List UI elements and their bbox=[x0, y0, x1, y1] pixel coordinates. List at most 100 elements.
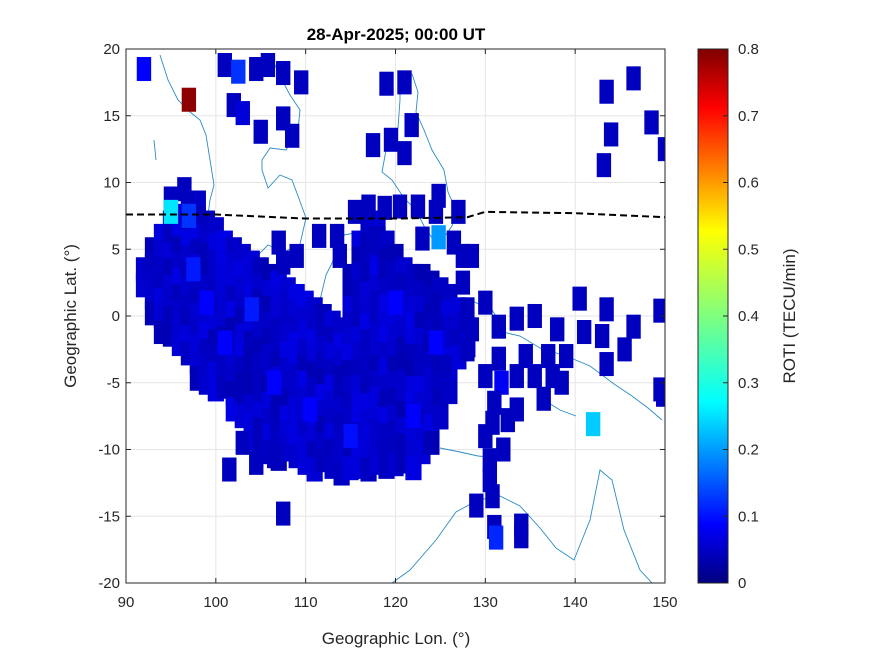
roti-cell-highlight bbox=[388, 290, 403, 315]
x-axis-label: Geographic Lon. (°) bbox=[322, 629, 471, 648]
roti-cell bbox=[626, 314, 641, 339]
colorbar-tick-label: 0.8 bbox=[738, 41, 759, 58]
x-tick-label: 130 bbox=[473, 594, 498, 611]
roti-cell bbox=[431, 183, 446, 208]
roti-cell bbox=[550, 317, 565, 342]
coastline-islands bbox=[153, 139, 577, 459]
roti-cell bbox=[177, 177, 192, 202]
coastline-new-guinea bbox=[493, 329, 663, 421]
roti-cell bbox=[397, 70, 412, 95]
y-tick-label: 15 bbox=[103, 108, 120, 125]
y-axis-label: Geographic Lat. (°) bbox=[61, 244, 80, 388]
roti-cell bbox=[329, 223, 345, 248]
roti-cell bbox=[163, 199, 179, 224]
roti-cell bbox=[455, 270, 471, 295]
roti-cell bbox=[594, 324, 610, 349]
roti-cell bbox=[347, 199, 363, 224]
magnetic-equator-line bbox=[126, 210, 666, 220]
y-tick-label: 5 bbox=[112, 241, 120, 258]
roti-cell bbox=[441, 380, 458, 405]
roti-cell-highlight bbox=[217, 330, 233, 355]
roti-cell bbox=[377, 195, 392, 220]
roti-cell bbox=[603, 122, 619, 147]
roti-cell-highlight bbox=[267, 370, 282, 395]
roti-cell bbox=[432, 405, 449, 430]
roti-cell bbox=[276, 501, 291, 526]
roti-cell bbox=[599, 352, 614, 377]
colorbar-ticks: 0 0.1 0.2 0.3 0.4 0.5 0.6 0.7 0.8 bbox=[723, 41, 759, 592]
roti-cell bbox=[431, 225, 446, 250]
colorbar-tick-label: 0.1 bbox=[738, 508, 759, 525]
roti-cell bbox=[311, 223, 327, 248]
x-tick-label: 100 bbox=[203, 594, 228, 611]
x-tick-label: 150 bbox=[652, 594, 677, 611]
roti-cell bbox=[136, 57, 152, 82]
roti-cell bbox=[554, 370, 569, 395]
x-tick-label: 110 bbox=[294, 594, 318, 611]
roti-cell bbox=[644, 110, 659, 135]
roti-cell bbox=[599, 297, 614, 322]
roti-cell bbox=[656, 382, 665, 407]
roti-cell bbox=[596, 153, 612, 178]
roti-cell bbox=[482, 448, 498, 473]
roti-cell bbox=[271, 230, 286, 255]
roti-cell-highlight bbox=[343, 424, 358, 449]
roti-cell-highlight bbox=[302, 397, 318, 422]
roti-cell-highlight bbox=[428, 330, 444, 355]
roti-cell bbox=[437, 354, 453, 379]
roti-cell bbox=[617, 337, 632, 362]
roti-cell bbox=[460, 297, 475, 322]
x-tick-label: 90 bbox=[118, 594, 135, 611]
roti-cell-highlight bbox=[244, 297, 259, 322]
roti-cell bbox=[361, 194, 376, 219]
roti-cell bbox=[585, 412, 601, 437]
roti-cell bbox=[231, 59, 246, 84]
roti-cell bbox=[653, 298, 665, 323]
roti-cell bbox=[235, 101, 250, 126]
roti-cell bbox=[253, 119, 268, 144]
roti-cell bbox=[572, 286, 587, 311]
roti-cell bbox=[379, 71, 394, 96]
roti-cell bbox=[415, 226, 430, 251]
y-tick-label: 0 bbox=[112, 308, 120, 325]
roti-cell bbox=[249, 57, 264, 82]
roti-cell bbox=[576, 320, 592, 345]
roti-cell bbox=[181, 203, 197, 228]
roti-cell bbox=[181, 87, 197, 112]
roti-cell bbox=[527, 364, 542, 389]
roti-cell bbox=[488, 525, 504, 550]
roti-cell bbox=[558, 344, 574, 369]
roti-cell bbox=[285, 123, 300, 148]
roti-cell bbox=[397, 141, 412, 166]
roti-cell bbox=[626, 66, 641, 91]
roti-cell bbox=[496, 437, 511, 462]
roti-cell bbox=[260, 53, 276, 78]
x-tick-label: 140 bbox=[563, 594, 588, 611]
roti-cell bbox=[365, 133, 381, 158]
roti-cell bbox=[509, 364, 524, 389]
roti-cell bbox=[478, 290, 493, 315]
roti-cell bbox=[478, 364, 493, 389]
x-axis-ticks: 90 100 110 120 130 140 150 bbox=[118, 49, 678, 611]
coastline-australia bbox=[391, 469, 653, 583]
chart-title: 28-Apr-2025; 00:00 UT bbox=[307, 25, 486, 44]
colorbar-tick-label: 0.6 bbox=[738, 175, 759, 192]
roti-cell bbox=[536, 386, 551, 411]
roti-cell bbox=[451, 199, 466, 224]
roti-cell bbox=[222, 457, 237, 482]
roti-cell bbox=[491, 314, 506, 339]
roti-cell bbox=[410, 194, 426, 219]
roti-cell-highlight bbox=[199, 290, 215, 315]
colorbar-tick-label: 0.5 bbox=[738, 241, 759, 258]
roti-cell bbox=[518, 344, 533, 369]
roti-cell bbox=[494, 370, 509, 395]
roti-cell bbox=[293, 70, 309, 95]
y-tick-label: -20 bbox=[98, 575, 120, 592]
roti-cell bbox=[217, 53, 233, 78]
roti-cell bbox=[487, 390, 502, 415]
roti-cell bbox=[235, 430, 250, 455]
roti-cell bbox=[249, 450, 264, 475]
roti-cell bbox=[267, 444, 282, 469]
colorbar-tick-label: 0.3 bbox=[738, 375, 759, 392]
y-tick-label: -15 bbox=[98, 508, 120, 525]
